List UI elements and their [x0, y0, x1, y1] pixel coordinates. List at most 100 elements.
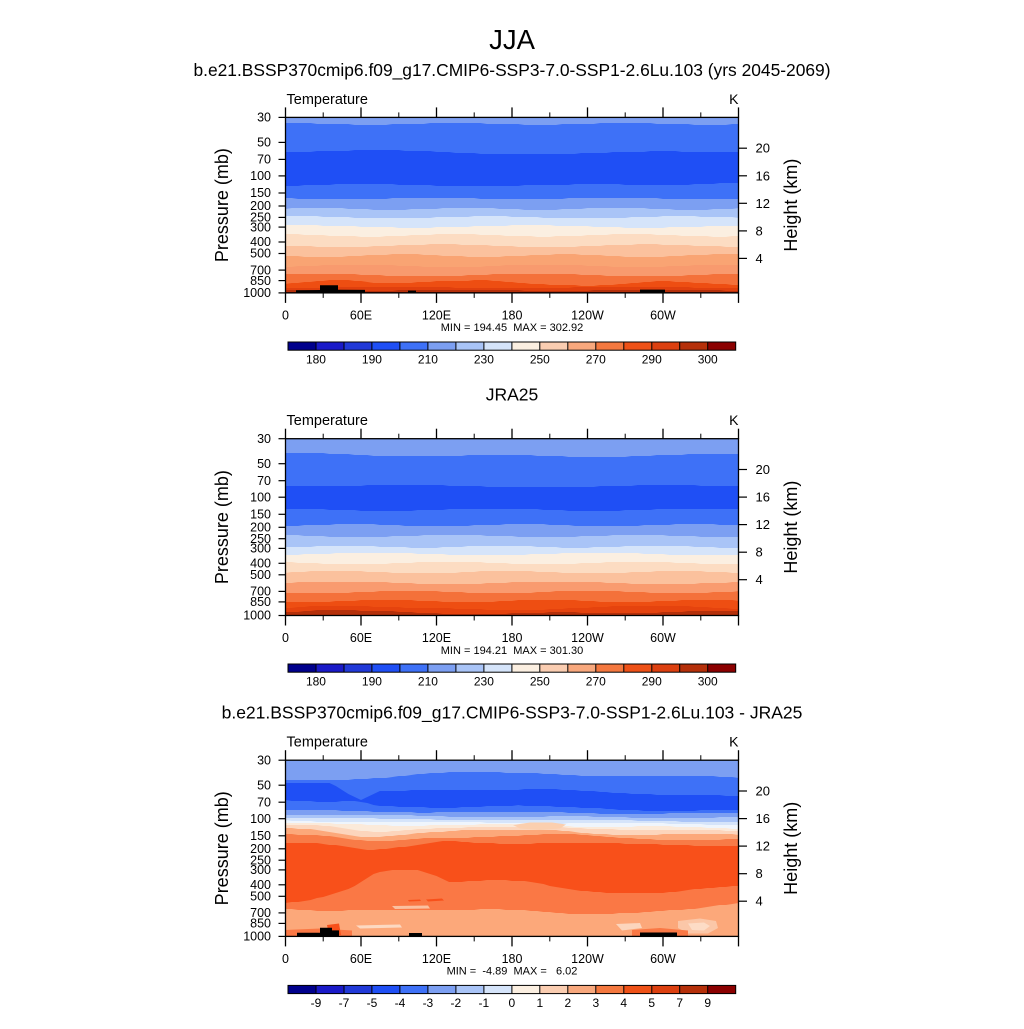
- svg-text:2: 2: [564, 996, 571, 1010]
- svg-text:100: 100: [250, 812, 271, 826]
- svg-text:MIN = -4.89 MAX = 6.02: MIN = -4.89 MAX = 6.02: [447, 966, 578, 978]
- svg-text:0: 0: [282, 309, 289, 323]
- svg-text:300: 300: [250, 220, 271, 234]
- svg-text:1000: 1000: [243, 286, 271, 300]
- svg-text:70: 70: [257, 153, 271, 167]
- svg-text:120W: 120W: [571, 952, 604, 966]
- svg-text:250: 250: [530, 675, 550, 689]
- svg-text:850: 850: [250, 917, 271, 931]
- svg-text:850: 850: [250, 595, 271, 609]
- svg-text:270: 270: [586, 675, 606, 689]
- svg-text:MIN = 194.21 MAX = 301.30: MIN = 194.21 MAX = 301.30: [441, 645, 583, 657]
- svg-text:50: 50: [257, 457, 271, 471]
- svg-text:20: 20: [756, 784, 770, 799]
- svg-text:1000: 1000: [243, 609, 271, 623]
- svg-text:16: 16: [756, 811, 770, 826]
- svg-text:180: 180: [502, 952, 523, 966]
- svg-text:230: 230: [474, 353, 494, 367]
- svg-text:Temperature: Temperature: [287, 413, 368, 429]
- svg-text:200: 200: [250, 521, 271, 535]
- svg-text:700: 700: [250, 906, 271, 920]
- svg-text:16: 16: [756, 490, 770, 505]
- svg-text:500: 500: [250, 568, 271, 582]
- svg-text:210: 210: [418, 353, 438, 367]
- svg-text:Height (km): Height (km): [781, 159, 801, 252]
- svg-text:300: 300: [250, 542, 271, 556]
- svg-text:180: 180: [306, 353, 326, 367]
- svg-text:100: 100: [250, 490, 271, 504]
- svg-text:JJA: JJA: [489, 24, 536, 55]
- svg-text:4: 4: [756, 572, 763, 587]
- svg-text:180: 180: [306, 675, 326, 689]
- svg-text:60W: 60W: [650, 309, 676, 323]
- svg-text:230: 230: [474, 675, 494, 689]
- svg-text:-5: -5: [367, 996, 378, 1010]
- svg-text:150: 150: [250, 186, 271, 200]
- svg-text:200: 200: [250, 199, 271, 213]
- svg-text:300: 300: [698, 675, 718, 689]
- svg-text:7: 7: [676, 996, 683, 1010]
- svg-text:150: 150: [250, 508, 271, 522]
- svg-text:8: 8: [756, 545, 763, 560]
- svg-text:0: 0: [509, 996, 516, 1010]
- svg-text:K: K: [729, 91, 739, 107]
- svg-text:Height (km): Height (km): [781, 481, 801, 574]
- svg-text:30: 30: [257, 753, 271, 767]
- svg-text:16: 16: [756, 168, 770, 183]
- svg-text:Temperature: Temperature: [287, 92, 368, 108]
- svg-text:120W: 120W: [571, 309, 604, 323]
- svg-text:700: 700: [250, 585, 271, 599]
- svg-text:300: 300: [250, 863, 271, 877]
- svg-text:Height (km): Height (km): [781, 802, 801, 895]
- svg-text:-9: -9: [311, 996, 322, 1010]
- svg-text:K: K: [729, 412, 739, 428]
- svg-text:Pressure (mb): Pressure (mb): [212, 791, 232, 905]
- svg-text:-7: -7: [339, 996, 350, 1010]
- svg-text:270: 270: [586, 353, 606, 367]
- svg-text:K: K: [729, 734, 739, 750]
- svg-text:1000: 1000: [243, 930, 271, 944]
- svg-text:50: 50: [257, 136, 271, 150]
- svg-text:70: 70: [257, 795, 271, 809]
- svg-text:700: 700: [250, 263, 271, 277]
- svg-text:850: 850: [250, 274, 271, 288]
- svg-text:1: 1: [536, 996, 543, 1010]
- svg-text:12: 12: [756, 517, 770, 532]
- svg-text:12: 12: [756, 196, 770, 211]
- svg-text:120W: 120W: [571, 631, 604, 645]
- svg-text:-2: -2: [451, 996, 462, 1010]
- svg-text:b.e21.BSSP370cmip6.f09_g17.CMI: b.e21.BSSP370cmip6.f09_g17.CMIP6-SSP3-7.…: [222, 703, 803, 724]
- svg-text:250: 250: [250, 211, 271, 225]
- svg-text:500: 500: [250, 890, 271, 904]
- svg-text:Pressure (mb): Pressure (mb): [212, 470, 232, 584]
- svg-text:30: 30: [257, 432, 271, 446]
- svg-text:20: 20: [756, 141, 770, 156]
- svg-text:4: 4: [756, 251, 763, 266]
- svg-text:-1: -1: [479, 996, 490, 1010]
- svg-text:120E: 120E: [422, 952, 451, 966]
- svg-text:60E: 60E: [350, 631, 372, 645]
- svg-text:60W: 60W: [650, 631, 676, 645]
- svg-text:70: 70: [257, 474, 271, 488]
- svg-text:60W: 60W: [650, 952, 676, 966]
- svg-text:3: 3: [592, 996, 599, 1010]
- svg-text:400: 400: [250, 235, 271, 249]
- svg-text:60E: 60E: [350, 309, 372, 323]
- svg-text:290: 290: [642, 675, 662, 689]
- svg-text:5: 5: [648, 996, 655, 1010]
- svg-text:4: 4: [620, 996, 627, 1010]
- svg-text:400: 400: [250, 557, 271, 571]
- svg-text:9: 9: [704, 996, 711, 1010]
- svg-text:8: 8: [756, 223, 763, 238]
- svg-text:190: 190: [362, 353, 382, 367]
- svg-text:400: 400: [250, 878, 271, 892]
- svg-text:180: 180: [502, 309, 523, 323]
- svg-text:MIN = 194.45 MAX = 302.92: MIN = 194.45 MAX = 302.92: [441, 322, 583, 334]
- svg-text:190: 190: [362, 675, 382, 689]
- svg-text:30: 30: [257, 111, 271, 125]
- svg-text:180: 180: [502, 631, 523, 645]
- svg-text:8: 8: [756, 866, 763, 881]
- svg-text:JRA25: JRA25: [486, 385, 539, 405]
- svg-text:4: 4: [756, 894, 763, 909]
- svg-text:-3: -3: [423, 996, 434, 1010]
